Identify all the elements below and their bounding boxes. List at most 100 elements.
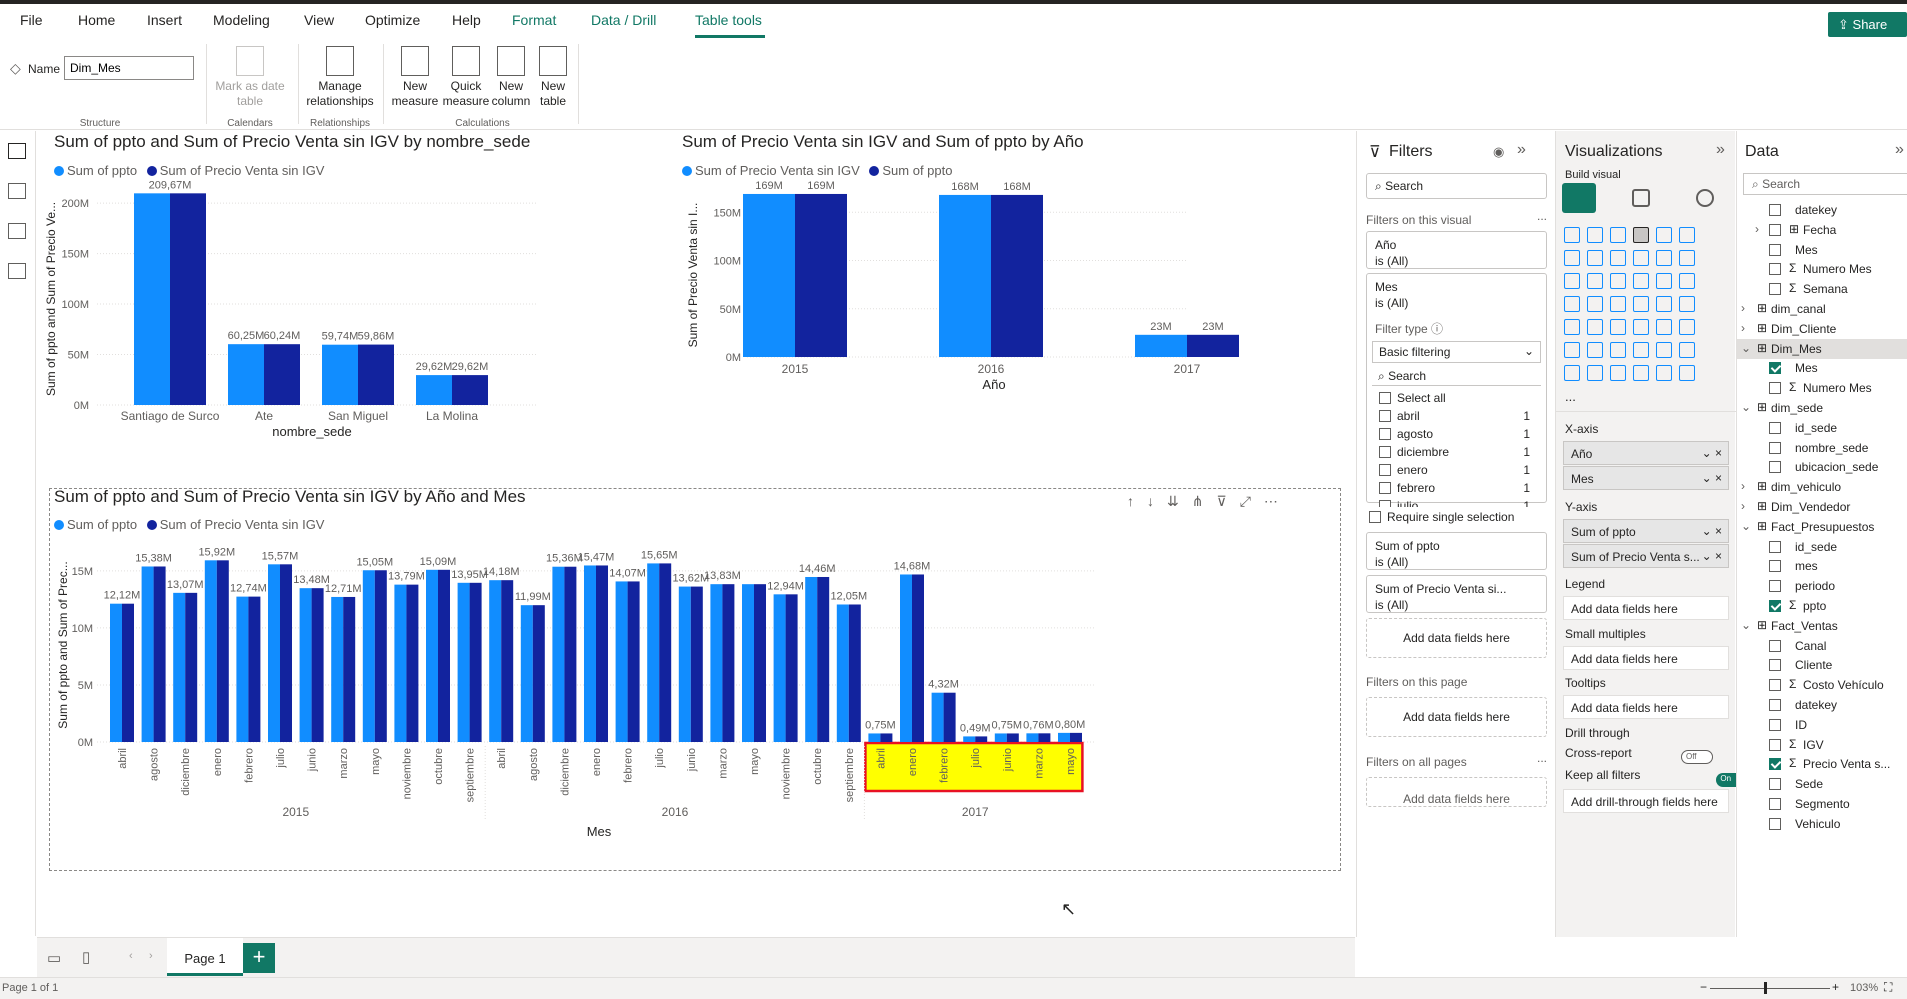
filter-value-item[interactable]: diciembre 1 [1379,445,1534,463]
bar[interactable] [1038,733,1051,742]
data-field-node[interactable]: mes [1737,556,1907,576]
zoom-slider-thumb[interactable] [1764,982,1767,994]
checkbox[interactable] [1769,817,1781,830]
checkbox[interactable] [1379,392,1391,404]
menu-file[interactable]: File [20,12,43,28]
bar[interactable] [785,594,798,742]
bar[interactable] [141,566,154,742]
focus-mode-icon[interactable]: ⤢ [1239,493,1264,509]
data-table-node[interactable]: ⌄ ⊞ Fact_Ventas [1737,616,1907,636]
more-options-icon[interactable]: ⋯ [1263,493,1291,509]
table-name-input[interactable] [64,56,194,80]
bar[interactable] [204,560,217,742]
bar[interactable] [228,344,264,405]
smart-narrative-visual-icon[interactable] [1656,342,1672,358]
bar[interactable] [1006,733,1019,742]
ribbon-visual-icon[interactable] [1633,250,1649,266]
data-table-node[interactable]: › ⊞ dim_canal [1737,299,1907,319]
gauge-visual-icon[interactable] [1633,296,1649,312]
checkbox[interactable] [1769,699,1781,711]
checkbox[interactable] [1769,223,1781,236]
bar[interactable] [975,736,988,742]
remove-field-icon[interactable]: ⌄ × [1701,524,1722,538]
bar[interactable] [170,193,206,405]
share-button[interactable]: ⇪ Share [1828,12,1907,37]
data-field-node[interactable]: Σ Costo Vehículo [1737,675,1907,695]
checkbox[interactable] [1769,461,1781,474]
menu-home[interactable]: Home [78,12,116,28]
bar[interactable] [743,193,795,357]
bar[interactable] [268,564,280,742]
metrics-visual-icon[interactable] [1564,365,1580,381]
bar[interactable] [627,581,640,742]
page-tab-1[interactable]: Page 1 [167,938,243,976]
data-field-node[interactable]: Cliente [1737,655,1907,675]
bar[interactable] [358,344,394,405]
expand-caret-icon[interactable]: ⌄ [1741,518,1752,533]
data-table-node[interactable]: › ⊞ Dim_Vendedor [1737,497,1907,517]
more-options-icon[interactable]: ... [1537,209,1548,223]
bar[interactable] [584,565,596,742]
data-table-node[interactable]: › ⊞ Dim_Cliente [1737,319,1907,339]
100pct-column-visual-icon[interactable] [1679,227,1695,243]
bar[interactable] [173,592,186,742]
bar[interactable] [647,563,660,742]
data-field-node[interactable]: ID [1737,715,1907,735]
more-options-icon[interactable]: ... [1537,751,1548,765]
new-table-button[interactable]: New table [534,46,572,109]
checkbox[interactable] [1769,758,1781,771]
bar[interactable] [742,584,754,742]
bar[interactable] [416,375,452,405]
bar[interactable] [552,566,565,742]
clustered-column-visual-icon[interactable] [1633,227,1649,243]
line-visual-icon[interactable] [1564,250,1580,266]
line-stacked-visual-icon[interactable] [1587,273,1603,289]
xaxis-field-mes[interactable]: Mes ⌄ × [1563,466,1729,490]
qa-visual-icon[interactable] [1633,342,1649,358]
bar[interactable] [1187,334,1239,357]
100pct-bar-visual-icon[interactable] [1656,227,1672,243]
bar[interactable] [805,576,818,742]
table-visual-icon[interactable] [1610,319,1626,335]
bar[interactable] [122,603,134,742]
filter-card-ppto[interactable]: Sum of ppto is (All) [1366,532,1547,570]
checkbox[interactable] [1769,382,1781,395]
expand-caret-icon[interactable]: › [1741,499,1745,513]
collapse-pane-icon[interactable]: » [1517,141,1526,158]
funnel-visual-icon[interactable] [1679,250,1695,266]
expand-caret-icon[interactable]: › [1741,479,1745,494]
checkbox[interactable] [1769,283,1781,296]
drill-up-icon[interactable]: ↑ [1127,493,1147,509]
manage-relationships-button[interactable]: Manage relationships [300,46,380,109]
bar[interactable] [1070,732,1082,742]
data-field-node[interactable]: Canal [1737,636,1907,656]
bar[interactable] [394,584,407,742]
pie-visual-icon[interactable] [1633,273,1649,289]
checkbox[interactable] [1769,560,1781,573]
bar[interactable] [343,596,356,742]
bar[interactable] [134,193,170,405]
bar[interactable] [659,563,672,742]
bar[interactable] [868,733,881,742]
data-table-node[interactable]: ⌄ ⊞ Dim_Mes [1737,338,1907,359]
bar[interactable] [489,580,502,742]
treemap-visual-icon[interactable] [1679,273,1695,289]
collapse-pane-icon[interactable]: » [1895,141,1904,158]
bar[interactable] [264,344,300,405]
data-field-node[interactable]: Σ Semana [1737,279,1907,299]
checkbox[interactable] [1769,738,1781,751]
bar[interactable] [963,736,976,742]
menu-insert[interactable]: Insert [147,12,183,28]
bar[interactable] [153,566,166,742]
shape-map-visual-icon[interactable] [1679,319,1695,335]
data-field-node[interactable]: nombre_sede [1737,438,1907,458]
bar[interactable] [939,194,991,357]
bar[interactable] [322,344,358,405]
expand-hierarchy-icon[interactable]: ⋔ [1191,493,1217,509]
quick-measure-button[interactable]: Quick measure [442,46,490,109]
bar[interactable] [452,375,488,405]
data-field-node[interactable]: datekey [1737,200,1907,220]
kpi-visual-icon[interactable] [1564,319,1580,335]
checkbox[interactable] [1369,511,1381,523]
bar[interactable] [564,566,577,742]
